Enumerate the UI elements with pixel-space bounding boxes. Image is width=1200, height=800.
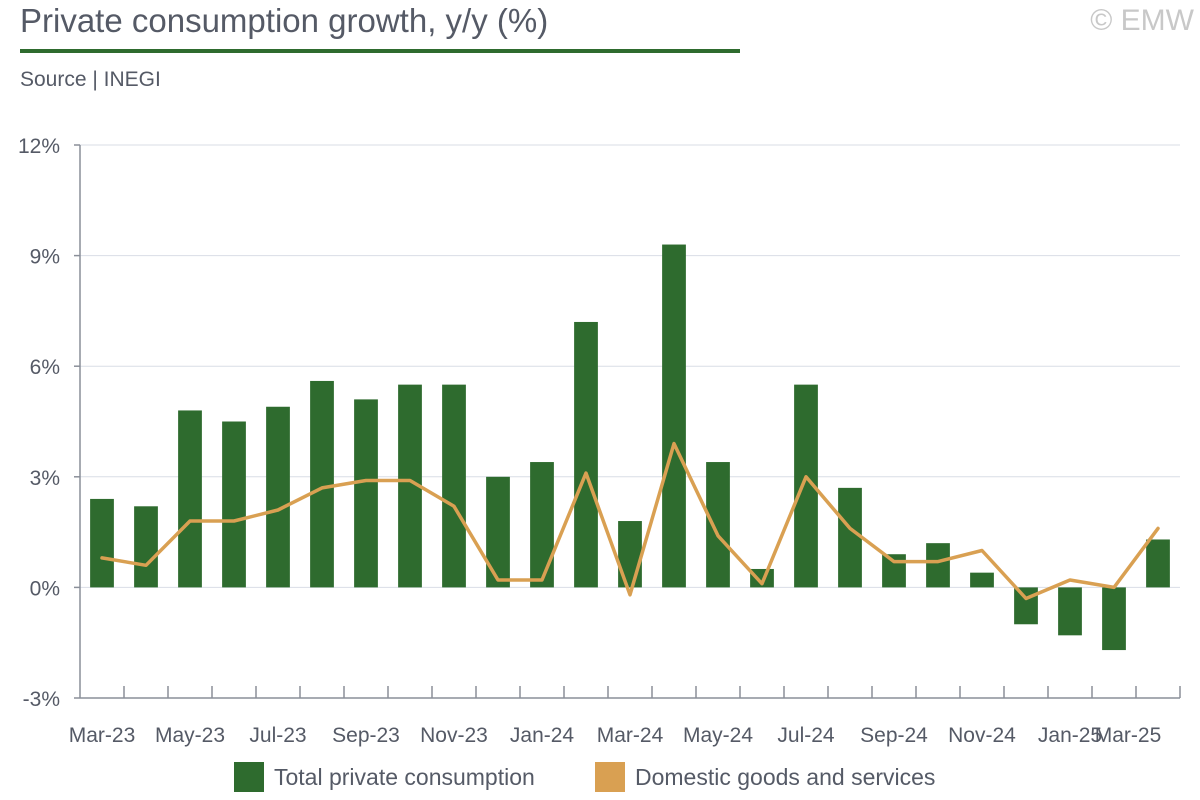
bar: [794, 384, 818, 588]
bar: [222, 421, 246, 588]
y-tick-label: -3%: [23, 688, 60, 711]
y-tick-label: 12%: [18, 135, 60, 158]
y-tick-label: 0%: [30, 577, 60, 600]
chart-source: Source | INEGI: [20, 68, 161, 91]
legend: Total private consumption Domestic goods…: [0, 762, 1200, 800]
chart-plot: -3% 0% 3% 6% 9% 12% Mar-23 May-23 Jul-23 Sep-23 No…: [18, 135, 1181, 747]
bar: [926, 543, 950, 588]
legend-label-domestic: Domestic goods and services: [635, 763, 936, 790]
line-series: [100, 441, 1160, 601]
legend-item-total: Total private consumption: [234, 762, 535, 792]
bar: [1102, 587, 1126, 651]
bar: [1058, 587, 1082, 636]
bar: [266, 406, 290, 588]
x-tick-label: Mar-24: [597, 724, 664, 747]
x-tick-label: Nov-23: [420, 724, 488, 747]
x-tick-label: Nov-24: [948, 724, 1016, 747]
y-tick-label: 6%: [30, 356, 60, 379]
axes: -3% 0% 3% 6% 9% 12% Mar-23 May-23 Jul-23 Sep-23 No…: [18, 135, 1181, 747]
y-tick-label: 3%: [30, 467, 60, 490]
bar: [486, 476, 510, 588]
legend-swatch-domestic: [595, 762, 625, 792]
bar: [398, 384, 422, 588]
x-tick-label: Sep-24: [860, 724, 928, 747]
bar: [706, 462, 730, 588]
x-tick-label: Jan-24: [510, 724, 575, 747]
chart-title: Private consumption growth, y/y (%): [20, 2, 549, 39]
bar: [90, 498, 114, 588]
grid-lines: [80, 144, 1180, 588]
bar: [574, 321, 598, 588]
bar: [838, 487, 862, 588]
x-tick-label: May-24: [683, 724, 753, 747]
x-tick-label: Jan-25: [1038, 724, 1102, 747]
bar: [882, 554, 906, 588]
bar: [1014, 587, 1038, 625]
bar: [134, 506, 158, 588]
legend-item-domestic: Domestic goods and services: [595, 762, 935, 792]
bar-series: [90, 244, 1170, 651]
bar: [310, 380, 334, 588]
x-tick-label: Jul-23: [249, 724, 306, 747]
bar: [618, 521, 642, 588]
title-underline: [20, 49, 740, 53]
bar: [442, 384, 466, 588]
copyright-watermark: © EMW: [1090, 4, 1194, 37]
x-tick-label: May-23: [155, 724, 225, 747]
x-tick-label: Jul-24: [777, 724, 835, 747]
x-tick-label: Mar-23: [69, 724, 136, 747]
bar: [662, 244, 686, 588]
x-tick-label: Sep-23: [332, 724, 400, 747]
legend-swatch-total: [234, 762, 264, 792]
x-tick-label: Mar-25: [1095, 724, 1162, 747]
bar: [178, 410, 202, 588]
bar: [1146, 539, 1170, 588]
bar: [354, 399, 378, 588]
bar: [970, 572, 994, 588]
legend-label-total: Total private consumption: [274, 763, 535, 790]
y-tick-label: 9%: [30, 246, 60, 269]
bar: [530, 462, 554, 588]
